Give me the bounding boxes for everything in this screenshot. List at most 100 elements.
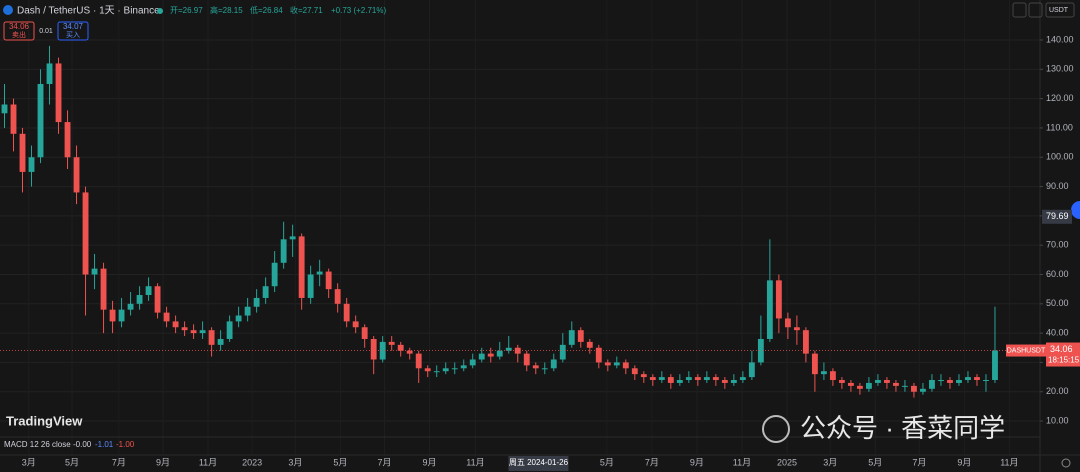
- candle-body: [811, 353, 818, 375]
- x-tick-label: 2023: [242, 457, 262, 467]
- settings-button[interactable]: [1061, 458, 1071, 468]
- symbol-icon: [3, 5, 13, 15]
- candle-body: [316, 271, 323, 275]
- x-tick-label: 11月: [199, 457, 217, 467]
- sell-price: 34.06: [9, 22, 30, 31]
- candle-body: [163, 312, 170, 322]
- ohlc-value: 开=26.97: [170, 6, 203, 15]
- indicator-name: MACD 12 26 close: [4, 440, 71, 449]
- candle-body: [325, 271, 332, 290]
- watermark: 公众号 · 香菜同学: [800, 413, 1005, 443]
- candle-body: [829, 371, 836, 381]
- x-tick-label: 9月: [957, 457, 971, 467]
- candle-body: [253, 297, 260, 307]
- candle-body: [902, 385, 908, 387]
- candle-body: [802, 330, 809, 354]
- y-tick-label: 110.00: [1046, 122, 1073, 132]
- x-tick-label: 5月: [333, 457, 347, 467]
- buy-price: 34.07: [63, 22, 84, 31]
- indicator-value: -0.00: [73, 440, 92, 449]
- indicator-value: -1.01: [95, 440, 114, 449]
- x-tick-label: 3月: [288, 457, 302, 467]
- candle-body: [640, 374, 647, 378]
- candle-body: [55, 63, 62, 123]
- ohlc-value: +0.73 (+2.71%): [331, 6, 386, 15]
- candle-body: [775, 280, 782, 319]
- refresh-button[interactable]: [1028, 2, 1043, 18]
- candle-body: [100, 268, 107, 310]
- candle-body: [757, 338, 764, 363]
- ohlc-value: 低=26.84: [250, 5, 283, 15]
- countdown: 18:15:15: [1048, 356, 1080, 365]
- buy-button[interactable]: [57, 21, 89, 41]
- candle-body: [442, 368, 449, 372]
- candle-body: [424, 368, 431, 372]
- candle-body: [28, 157, 35, 172]
- candle-body: [748, 362, 755, 378]
- candle-body: [874, 380, 881, 383]
- candle-body: [298, 236, 305, 298]
- candle-body: [352, 321, 359, 328]
- candle-body: [856, 385, 863, 389]
- candle-body: [658, 377, 665, 381]
- add-button[interactable]: [1071, 201, 1080, 219]
- download-button[interactable]: [1012, 2, 1027, 18]
- candle-body: [694, 377, 701, 381]
- candle-body: [667, 377, 674, 383]
- x-tick-label: 5月: [65, 457, 79, 467]
- candle-body: [64, 122, 71, 158]
- candle-body: [893, 382, 899, 386]
- sell-label: 卖出: [12, 30, 26, 39]
- sell-button[interactable]: [3, 21, 35, 41]
- x-tick-label: 7月: [912, 457, 926, 467]
- candle-body: [181, 327, 188, 331]
- symbol-title[interactable]: Dash / TetherUS · 1天 · Binance: [17, 6, 160, 17]
- candle-body: [289, 236, 296, 240]
- candle-body: [118, 309, 125, 322]
- buy-label: 买入: [66, 31, 80, 39]
- y-tick-label: 130.00: [1046, 64, 1074, 74]
- candle-body: [145, 286, 152, 296]
- candle-body: [983, 380, 989, 382]
- x-tick-label: 11月: [1000, 457, 1018, 467]
- candle-body: [73, 157, 80, 193]
- crosshair-price-box: [1042, 209, 1072, 224]
- candle-body: [685, 377, 692, 381]
- x-tick-label: 9月: [422, 457, 436, 467]
- y-tick-label: 40.00: [1046, 327, 1069, 337]
- candle-body: [415, 353, 422, 369]
- plot: [0, 39, 1040, 422]
- x-tick-label: 3月: [823, 457, 837, 467]
- candle-body: [433, 371, 440, 373]
- candle-body: [361, 327, 368, 339]
- candle-body: [595, 347, 602, 363]
- x-tick-label: 5月: [600, 457, 614, 467]
- x-tick-label: 9月: [690, 457, 704, 467]
- currency-button[interactable]: [1045, 2, 1075, 18]
- candle-body: [496, 350, 503, 357]
- candle-body: [127, 303, 134, 310]
- candle-body: [838, 380, 845, 383]
- y-tick-label: 140.00: [1046, 34, 1074, 44]
- ohlc-value: 高=28.15: [210, 5, 243, 15]
- candle-body: [784, 318, 791, 328]
- candle-body: [154, 286, 161, 313]
- candle-body: [766, 280, 773, 339]
- indicator-value: -1.00: [116, 440, 135, 449]
- candle-body: [884, 380, 890, 383]
- candle-body: [865, 382, 872, 389]
- candle-body: [920, 388, 926, 392]
- candle-body: [217, 338, 224, 345]
- candle-body: [469, 359, 476, 366]
- candle-body: [739, 377, 746, 381]
- candle-body: [208, 330, 215, 345]
- status-dot: [157, 8, 163, 14]
- currency: USDT: [1049, 7, 1069, 14]
- y-tick-label: 50.00: [1046, 298, 1069, 308]
- candle-body: [307, 274, 314, 298]
- candle-body: [280, 239, 287, 263]
- x-tick-label: 11月: [466, 457, 484, 467]
- candle-body: [226, 321, 233, 339]
- candle-body: [244, 306, 251, 316]
- candle-body: [577, 330, 584, 342]
